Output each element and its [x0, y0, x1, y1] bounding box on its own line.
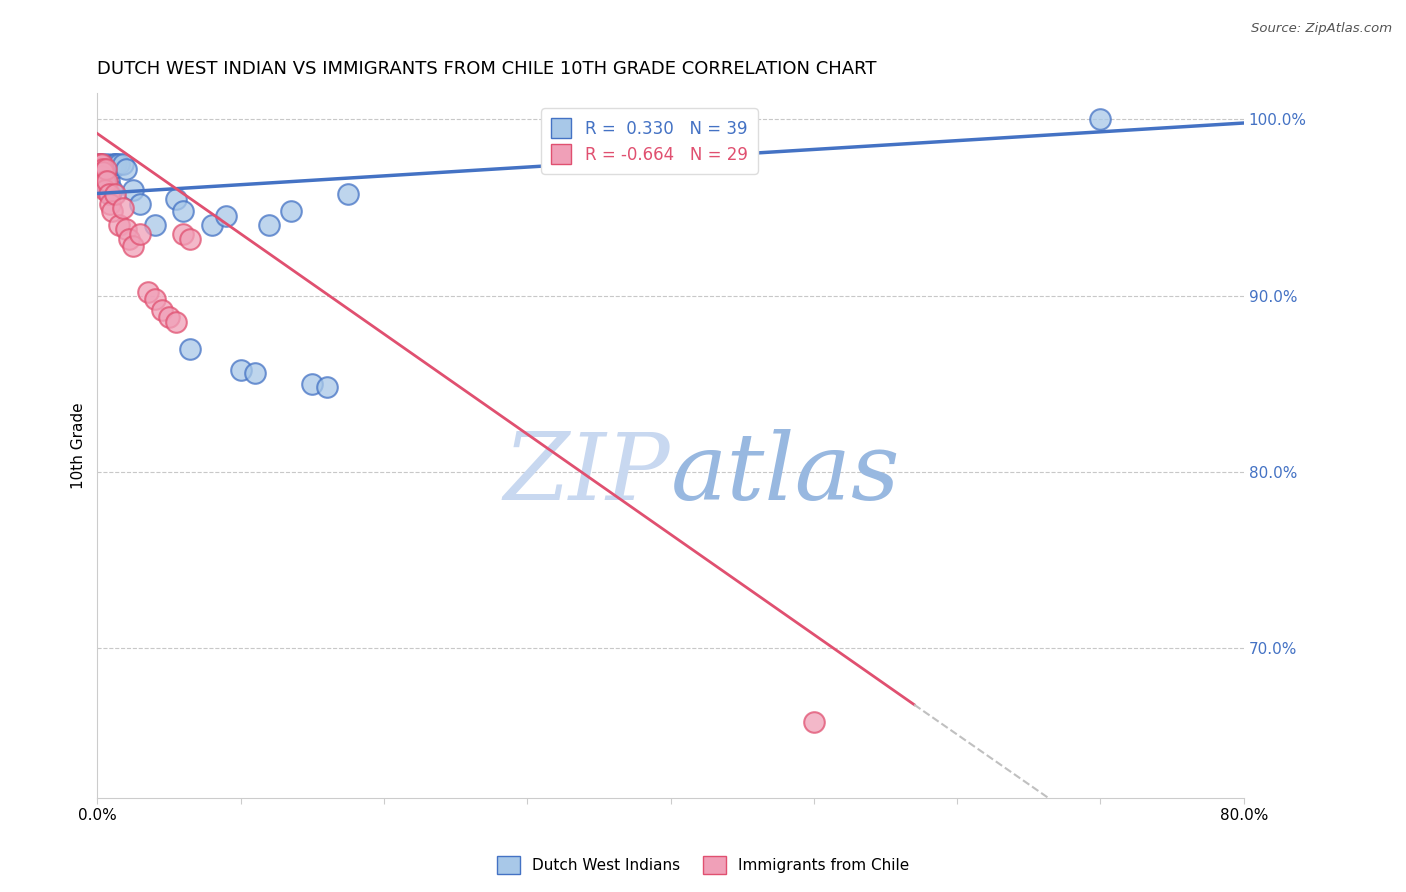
Point — [90, 156, 112, 170]
Point — [108, 156, 131, 170]
Point — [179, 232, 201, 246]
Point — [94, 161, 117, 176]
Point — [89, 161, 111, 176]
Point — [136, 285, 159, 300]
Point — [96, 156, 118, 170]
Point — [101, 156, 124, 170]
Legend: Dutch West Indians, Immigrants from Chile: Dutch West Indians, Immigrants from Chil… — [491, 850, 915, 880]
Point — [337, 186, 360, 201]
Point — [143, 292, 166, 306]
Point — [103, 156, 125, 170]
Point — [90, 169, 112, 183]
Point — [201, 219, 224, 233]
Point — [87, 156, 110, 170]
Point — [91, 169, 114, 183]
Point — [87, 156, 110, 170]
Point — [165, 315, 187, 329]
Text: Source: ZipAtlas.com: Source: ZipAtlas.com — [1251, 22, 1392, 36]
Point — [129, 197, 152, 211]
Point — [100, 161, 122, 176]
Legend: R =  0.330   N = 39, R = -0.664   N = 29: R = 0.330 N = 39, R = -0.664 N = 29 — [541, 109, 758, 174]
Point — [229, 363, 252, 377]
Point — [97, 174, 120, 188]
Point — [91, 161, 114, 176]
Point — [104, 156, 127, 170]
Point — [97, 186, 120, 201]
Text: DUTCH WEST INDIAN VS IMMIGRANTS FROM CHILE 10TH GRADE CORRELATION CHART: DUTCH WEST INDIAN VS IMMIGRANTS FROM CHI… — [97, 60, 877, 78]
Point — [172, 204, 194, 219]
Point — [243, 366, 266, 380]
Point — [89, 161, 111, 176]
Point — [280, 204, 302, 219]
Point — [94, 169, 117, 183]
Point — [93, 165, 115, 179]
Point — [157, 310, 180, 324]
Point — [803, 715, 825, 730]
Point — [112, 201, 135, 215]
Point — [103, 186, 125, 201]
Point — [90, 165, 112, 179]
Point — [122, 239, 145, 253]
Point — [259, 219, 281, 233]
Point — [96, 174, 118, 188]
Point — [89, 169, 111, 183]
Point — [89, 156, 111, 170]
Point — [100, 204, 122, 219]
Point — [96, 183, 118, 197]
Point — [93, 174, 115, 188]
Text: atlas: atlas — [671, 429, 900, 519]
Point — [1090, 112, 1112, 127]
Point — [98, 197, 121, 211]
Point — [179, 342, 201, 356]
Point — [215, 210, 238, 224]
Point — [143, 219, 166, 233]
Point — [91, 161, 114, 176]
Point — [93, 183, 115, 197]
Point — [129, 227, 152, 241]
Point — [91, 165, 114, 179]
Point — [93, 172, 115, 186]
Point — [315, 380, 337, 394]
Point — [165, 192, 187, 206]
Point — [100, 183, 122, 197]
Point — [108, 219, 131, 233]
Point — [115, 161, 138, 176]
Point — [118, 232, 141, 246]
Point — [150, 302, 173, 317]
Point — [90, 156, 112, 170]
Y-axis label: 10th Grade: 10th Grade — [72, 402, 86, 489]
Point — [112, 156, 135, 170]
Point — [94, 161, 117, 176]
Point — [301, 376, 323, 391]
Point — [98, 186, 121, 201]
Text: ZIP: ZIP — [503, 429, 671, 519]
Point — [122, 183, 145, 197]
Point — [172, 227, 194, 241]
Point — [115, 221, 138, 235]
